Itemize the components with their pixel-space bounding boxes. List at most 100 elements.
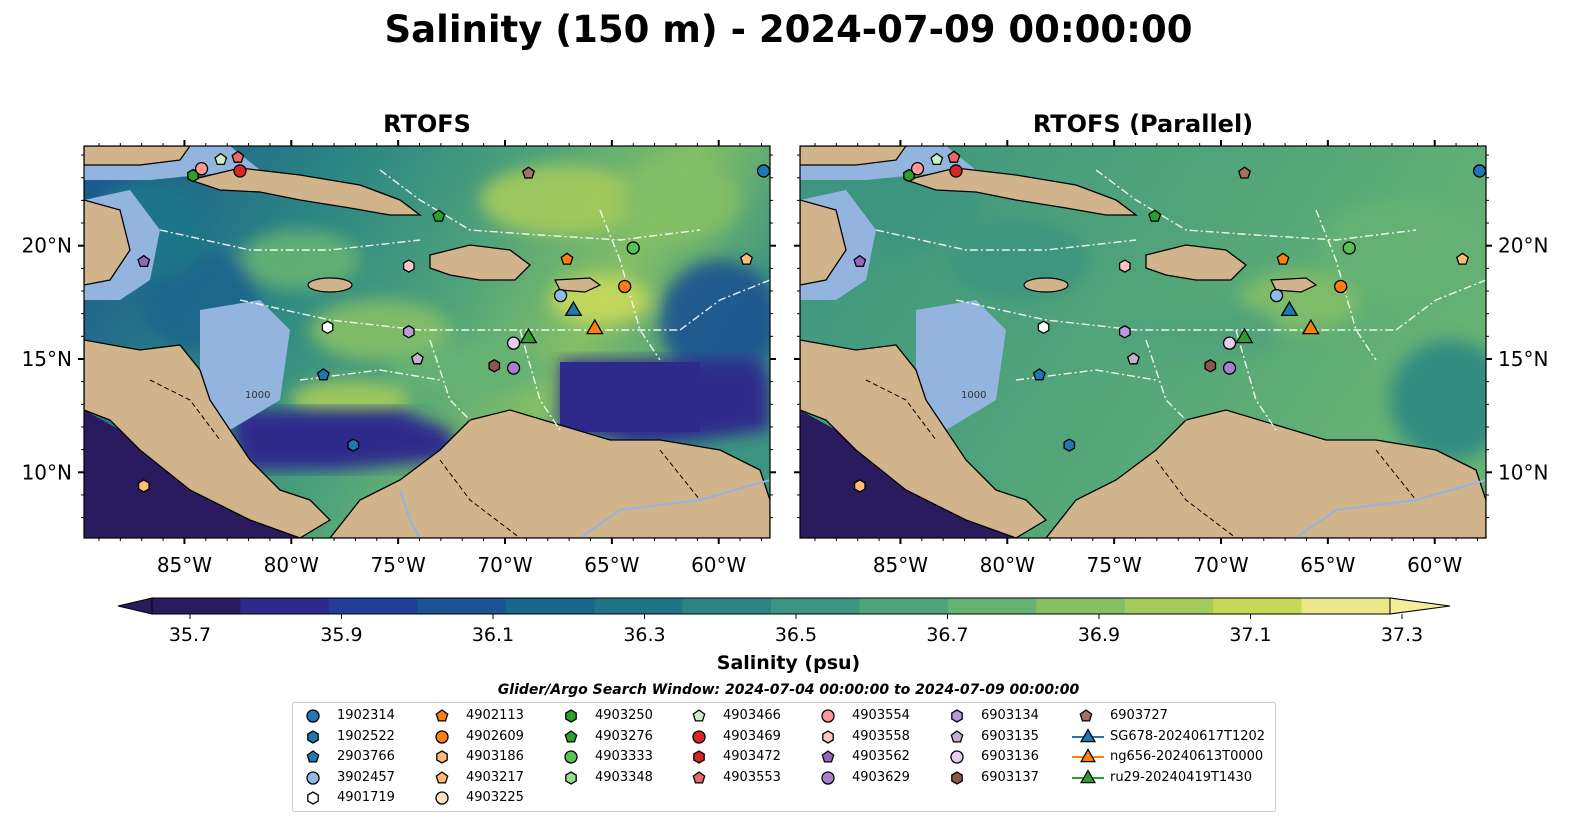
map-panel-rtofs: 1000 xyxy=(84,146,770,538)
lon-tick-label: 60°W xyxy=(1407,553,1462,577)
legend-label: 2903766 xyxy=(337,749,395,764)
marker-1902314 xyxy=(756,164,771,178)
legend-label: SG678-20240617T1202 xyxy=(1110,728,1266,744)
marker-4903629 xyxy=(1222,361,1237,375)
marker-3902457 xyxy=(553,288,568,303)
colorbar-tick-label: 36.5 xyxy=(774,624,818,646)
legend: 1902314 1902522 2903766 3902457 4901719 49021… xyxy=(292,702,1276,812)
legend-label: 6903727 xyxy=(1110,708,1168,723)
legend-label: ng656-20240613T0000 xyxy=(1110,749,1264,764)
marker-SG678-20240617T1202 xyxy=(564,300,583,317)
legend-marker xyxy=(822,729,834,744)
legend-marker xyxy=(1079,748,1097,763)
marker-ru29-20240419T1430 xyxy=(519,327,538,344)
legend-label: 4902113 xyxy=(466,708,524,723)
colorbar-segment xyxy=(328,598,418,614)
legend-marker xyxy=(1079,727,1097,742)
marker-6903134 xyxy=(402,325,415,339)
lat-tick-label: 20°N xyxy=(22,234,72,258)
marker-1902522 xyxy=(1063,438,1076,452)
legend-label: 4903250 xyxy=(595,708,653,723)
legend-marker xyxy=(565,709,577,723)
legend-label: 1902522 xyxy=(337,728,395,744)
lon-tick-label: 65°W xyxy=(584,553,639,577)
lon-tick-label: 60°W xyxy=(691,553,746,577)
colorbar-segment xyxy=(594,598,684,614)
legend-marker xyxy=(307,729,319,744)
colorbar-segment xyxy=(771,598,860,614)
colorbar-segment xyxy=(1036,598,1126,614)
marker-ng656-20240613T0000 xyxy=(585,318,604,335)
legend-label: ru29-20240419T1430 xyxy=(1110,769,1253,785)
legend-marker xyxy=(692,770,706,784)
legend-marker xyxy=(307,791,319,805)
marker-6903136 xyxy=(1222,336,1237,350)
marker-4903276 xyxy=(1148,209,1162,222)
marker-2903766 xyxy=(316,368,330,381)
legend-marker xyxy=(821,750,835,763)
lat-tick-label: 15°N xyxy=(1498,347,1548,371)
colorbar-segment xyxy=(1301,598,1391,614)
legend-label: 4903276 xyxy=(595,728,653,744)
legend-label: 4903472 xyxy=(723,749,781,764)
legend-label: 4903348 xyxy=(595,769,653,785)
legend-label: 4903466 xyxy=(723,708,781,723)
lon-tick-label: 75°W xyxy=(371,553,426,577)
marker-4903469 xyxy=(233,164,247,178)
colorbar-segment xyxy=(682,598,772,614)
legend-label: 4903562 xyxy=(852,749,910,764)
legend-label: 4903333 xyxy=(595,749,653,764)
contour-label-left: 1000 xyxy=(245,390,270,401)
marker-6903136 xyxy=(506,336,521,350)
marker-SG678-20240617T1202 xyxy=(1280,300,1299,317)
marker-ru29-20240419T1430 xyxy=(1235,327,1254,344)
colorbar-segment xyxy=(1124,598,1214,614)
legend-marker xyxy=(435,709,449,722)
float-markers xyxy=(137,150,1487,493)
marker-6903727 xyxy=(1238,166,1251,179)
legend-marker xyxy=(951,709,963,723)
lon-tick-label: 70°W xyxy=(477,553,532,577)
lon-tick-label: 80°W xyxy=(264,553,319,577)
marker-4903553 xyxy=(947,150,961,163)
figure-title: Salinity (150 m) - 2024-07-09 00:00:00 xyxy=(384,8,1193,51)
marker-6903135 xyxy=(410,352,424,365)
lon-tick-label: 70°W xyxy=(1193,553,1248,577)
legend-label: 4903469 xyxy=(723,728,781,744)
legend-marker xyxy=(565,770,577,785)
colorbar-tick-label: 35.9 xyxy=(320,624,363,646)
colorbar xyxy=(117,597,1451,619)
panel-title-rtofs: RTOFS xyxy=(383,110,471,138)
marker-6903137 xyxy=(1204,359,1217,373)
marker-ng656-20240613T0000 xyxy=(1301,318,1320,335)
legend-label: 1902314 xyxy=(337,708,395,723)
marker-6903727 xyxy=(522,166,535,179)
lon-tick-label: 75°W xyxy=(1087,553,1142,577)
colorbar-tick-label: 36.1 xyxy=(471,624,515,646)
marker-6903137 xyxy=(488,359,501,373)
marker-4903217 xyxy=(740,252,753,265)
marker-4903562 xyxy=(137,254,151,268)
legend-label: 6903136 xyxy=(981,749,1039,764)
legend-label: 3902457 xyxy=(337,769,395,785)
map-panel-rtofs-parallel: 1000 xyxy=(800,146,1486,538)
colorbar-extend-high xyxy=(1389,597,1451,615)
marker-4903558 xyxy=(402,259,415,273)
legend-marker xyxy=(1079,709,1093,722)
legend-label: 4903554 xyxy=(852,708,910,723)
map-frame-left xyxy=(83,145,771,539)
legend-label: 4901719 xyxy=(337,790,395,805)
legend-label: 4902609 xyxy=(466,728,524,744)
marker-4903554 xyxy=(194,162,209,176)
legend-label: 4903629 xyxy=(852,769,910,785)
colorbar-segment xyxy=(859,598,949,614)
marker-4903469 xyxy=(949,164,963,178)
colorbar-tick-label: 37.3 xyxy=(1380,624,1424,646)
lon-tick-label: 80°W xyxy=(980,553,1035,577)
legend-marker xyxy=(950,729,964,743)
legend-marker xyxy=(435,770,449,784)
marker-4903186 xyxy=(853,479,866,493)
colorbar-label: Salinity (psu) xyxy=(716,652,861,674)
colorbar-segment xyxy=(152,598,241,614)
